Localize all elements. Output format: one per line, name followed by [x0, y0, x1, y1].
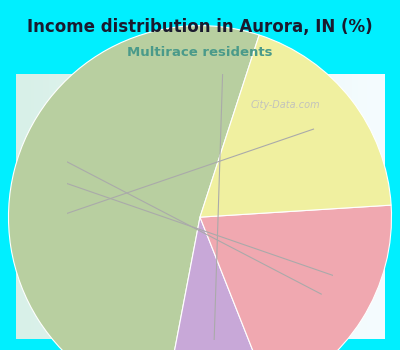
Wedge shape: [164, 217, 270, 350]
Text: Multirace residents: Multirace residents: [127, 47, 273, 60]
Wedge shape: [8, 26, 259, 350]
Wedge shape: [200, 35, 391, 217]
Text: Income distribution in Aurora, IN (%): Income distribution in Aurora, IN (%): [27, 18, 373, 36]
Wedge shape: [200, 205, 392, 350]
Text: City-Data.com: City-Data.com: [250, 100, 320, 110]
